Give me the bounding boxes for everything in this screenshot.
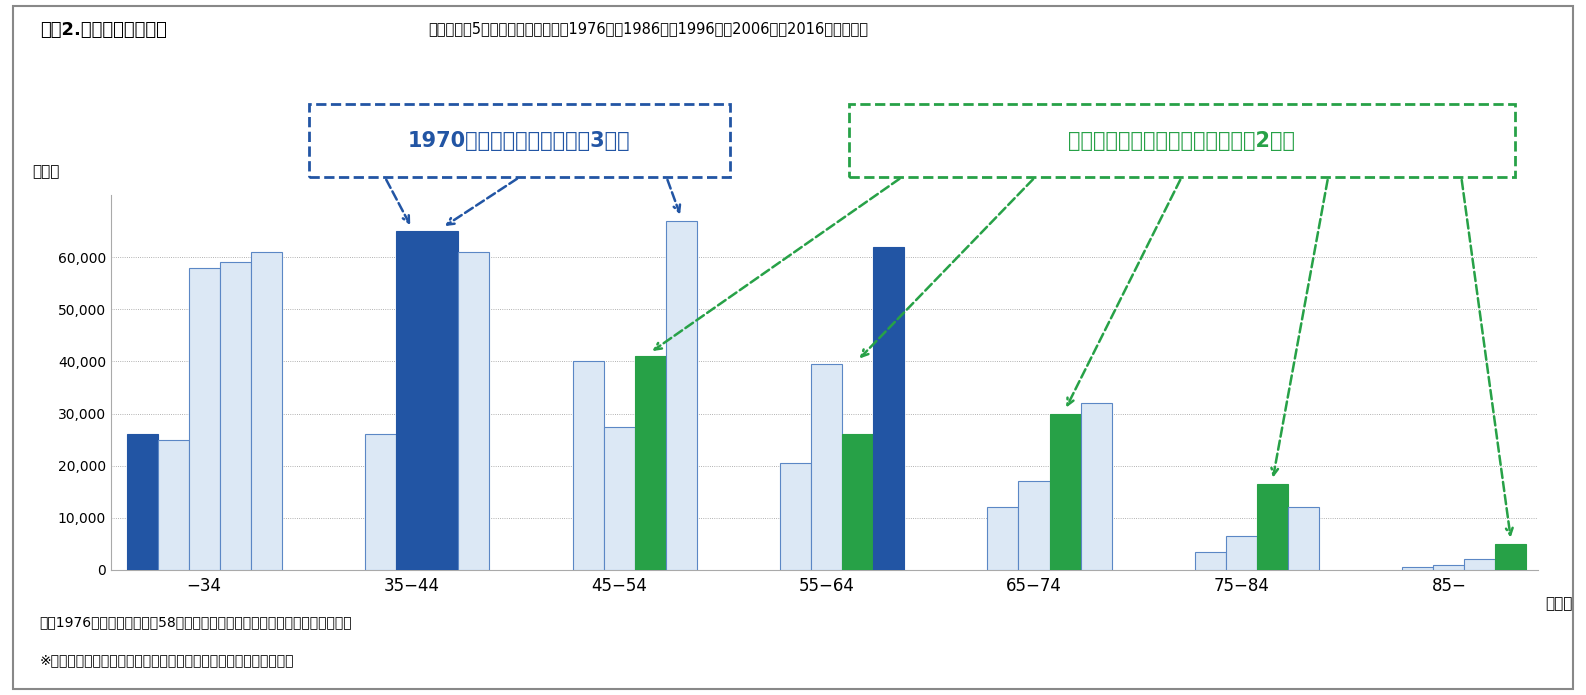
Bar [780, 463, 810, 570]
Bar [458, 252, 488, 570]
Bar [872, 247, 904, 570]
Text: 1970年代の定員数増加（第3節）: 1970年代の定員数増加（第3節） [408, 131, 631, 151]
Bar [1080, 403, 1112, 570]
Bar [573, 361, 604, 570]
Bar [189, 268, 219, 570]
Text: （歳）: （歳） [1545, 596, 1573, 611]
Bar [1464, 559, 1496, 570]
Bar [219, 263, 251, 570]
Bar [1050, 414, 1080, 570]
Bar [988, 507, 1018, 570]
Bar [1194, 552, 1226, 570]
Text: （人）: （人） [33, 165, 60, 179]
Bar [666, 221, 696, 570]
Bar [604, 427, 634, 570]
Bar [1226, 536, 1258, 570]
Bar [810, 364, 842, 570]
Bar [842, 434, 872, 570]
Bar [157, 440, 189, 570]
Bar [127, 434, 157, 570]
Text: 戦争末期の医師の養成増加　（第2節）: 戦争末期の医師の養成増加 （第2節） [1067, 131, 1296, 151]
Bar [1288, 507, 1320, 570]
Bar [427, 231, 458, 570]
Bar [1434, 565, 1464, 570]
Text: 各年齢層の5本の棒は、左から順に1976年、1986年、1996年、2006年、2016年の医師数: 各年齢層の5本の棒は、左から順に1976年、1986年、1996年、2006年、… [428, 21, 868, 36]
Bar [1018, 482, 1050, 570]
Bar [1258, 484, 1288, 570]
Text: ※「医師・歯科医師・薬剤師調査」（厚生労働省）より、筆者作成: ※「医師・歯科医師・薬剤師調査」（厚生労働省）より、筆者作成 [40, 653, 293, 667]
Bar [396, 231, 427, 570]
Text: 図表2.　年齢層別医師数: 図表2. 年齢層別医師数 [40, 21, 167, 39]
Bar [634, 357, 666, 570]
Bar [251, 252, 282, 570]
Bar [1496, 544, 1526, 570]
Text: ＊　1976年には年齢不詳が58人いるが、この人数はグラフに含めていない。: ＊ 1976年には年齢不詳が58人いるが、この人数はグラフに含めていない。 [40, 615, 352, 629]
Bar [365, 434, 396, 570]
Bar [1402, 567, 1434, 570]
